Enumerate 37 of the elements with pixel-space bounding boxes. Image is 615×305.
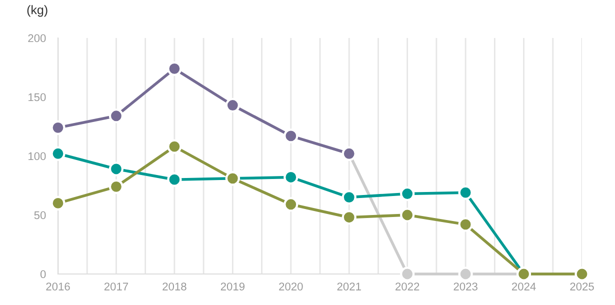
- point: [400, 208, 415, 222]
- y-tick-label: 0: [40, 270, 46, 278]
- point: [284, 197, 298, 212]
- point: [400, 266, 415, 282]
- x-tick-label: 2016: [46, 282, 70, 290]
- x-tick-label: 2017: [104, 282, 128, 290]
- x-tick-label: 2021: [337, 282, 361, 290]
- x-tick-label: 2018: [162, 282, 186, 290]
- y-tick-label: 100: [28, 152, 46, 160]
- y-tick-label: 150: [28, 93, 46, 102]
- x-tick-label: 2022: [396, 282, 420, 290]
- point: [458, 266, 473, 282]
- point: [225, 98, 240, 113]
- point: [108, 108, 124, 124]
- point: [108, 179, 124, 194]
- point: [458, 217, 473, 232]
- x-tick-label: 2023: [454, 282, 478, 290]
- y-tick-label: 200: [28, 34, 46, 42]
- point: [50, 120, 66, 135]
- point: [342, 190, 356, 205]
- point: [284, 128, 298, 144]
- point: [167, 61, 182, 76]
- point: [342, 210, 356, 225]
- point: [284, 170, 298, 185]
- x-tick-label: 2024: [512, 282, 536, 290]
- x-tick-label: 2019: [220, 282, 244, 290]
- point: [50, 146, 66, 161]
- point: [108, 162, 124, 176]
- point: [167, 172, 182, 187]
- y-tick-label: 50: [34, 211, 46, 220]
- point: [458, 185, 473, 200]
- y-axis-title: (kg): [27, 5, 48, 17]
- point: [167, 139, 182, 154]
- point: [50, 196, 66, 210]
- x-tick-label: 2020: [279, 282, 303, 290]
- point: [400, 186, 415, 202]
- x-tick-label: 2025: [570, 282, 594, 290]
